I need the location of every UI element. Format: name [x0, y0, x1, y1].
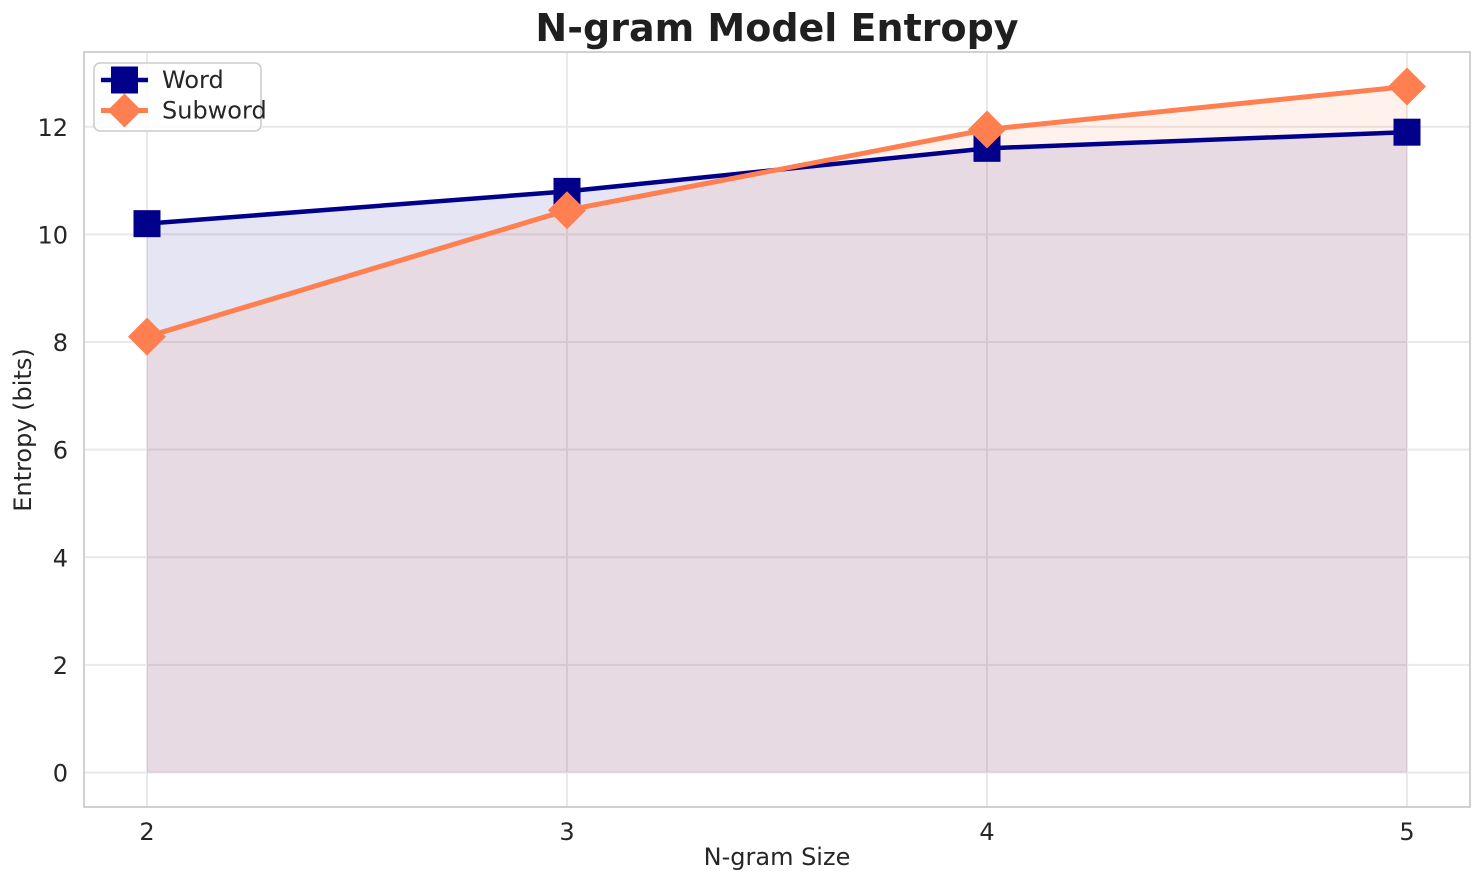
x-tick-label-3: 3 [559, 818, 574, 846]
y-tick-label-4: 4 [53, 544, 68, 572]
chart-title: N-gram Model Entropy [535, 6, 1018, 50]
word-square-marker-icon [1393, 118, 1421, 146]
legend: Word Subword [93, 62, 267, 132]
subword-diamond-marker-icon [548, 191, 586, 230]
y-tick-label-12: 12 [37, 114, 68, 142]
area-fill-word [147, 132, 1407, 773]
subword-diamond-marker-icon [107, 93, 142, 128]
subword-diamond-marker-icon [968, 110, 1006, 149]
x-tick-label-4: 4 [979, 818, 994, 846]
tick-label-layer: 2 3 4 5 0 2 4 6 8 10 12 [37, 114, 1414, 846]
grid-layer [84, 52, 1470, 807]
area-fill-layer [147, 86, 1407, 773]
y-tick-label-8: 8 [53, 329, 68, 357]
legend-label-subword: Subword [162, 97, 267, 125]
y-tick-label-0: 0 [53, 760, 68, 788]
y-axis-label: Entropy (bits) [9, 348, 37, 511]
legend-label-word: Word [162, 66, 224, 94]
word-square-marker-icon [111, 66, 138, 94]
subword-diamond-marker-icon [128, 317, 166, 356]
y-tick-label-6: 6 [53, 437, 68, 465]
plot-border [83, 51, 1471, 808]
y-tick-label-10: 10 [37, 221, 68, 249]
legend-item-subword: Subword [101, 93, 267, 128]
area-fill-subword [147, 86, 1407, 773]
x-axis-label: N-gram Size [704, 843, 851, 871]
x-tick-label-5: 5 [1399, 818, 1414, 846]
series-layer [128, 67, 1426, 356]
subword-diamond-marker-icon [1388, 67, 1426, 106]
x-tick-label-2: 2 [139, 818, 154, 846]
word-square-marker-icon [133, 210, 161, 238]
y-tick-label-2: 2 [53, 652, 68, 680]
series-line-subword [146, 83, 1408, 340]
legend-item-word: Word [101, 66, 224, 94]
